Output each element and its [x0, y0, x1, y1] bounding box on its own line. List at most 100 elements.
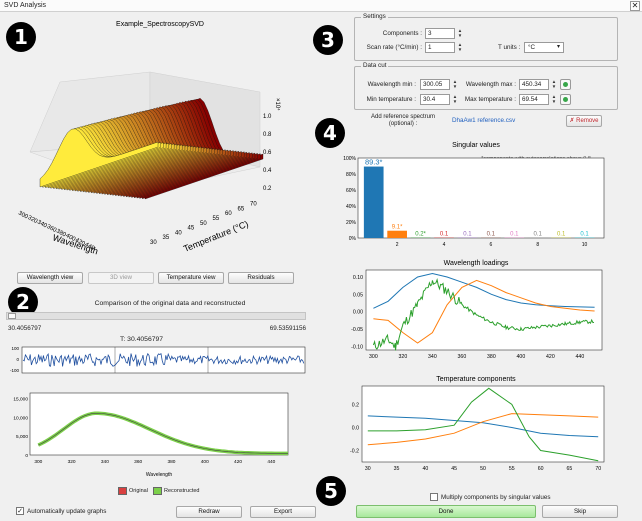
- components-label: Components :: [382, 30, 422, 37]
- components-spinner[interactable]: ▲ ▼: [457, 28, 463, 38]
- wl-max-input[interactable]: 450.34: [519, 79, 549, 90]
- singular-values-chart: Singular values *components with autocor…: [343, 142, 605, 248]
- comparison-ytick: 10,000: [13, 415, 28, 421]
- wavelength-view-button[interactable]: Wavelength view: [17, 272, 83, 284]
- t-min-spinner[interactable]: ▲ ▼: [452, 94, 458, 104]
- z-tick: 1.0: [263, 114, 272, 120]
- auto-update-label: Automatically update graphs: [27, 508, 107, 515]
- wl-max-label: Wavelength max :: [465, 81, 516, 88]
- sv-bar-label: 0.1: [557, 232, 566, 238]
- sv-ytick: 20%: [346, 220, 357, 226]
- temperature-tick: 60: [225, 211, 232, 217]
- scan-rate-spinner[interactable]: ▲ ▼: [457, 42, 463, 52]
- xtick: 420: [546, 354, 555, 360]
- export-button[interactable]: Export: [250, 506, 316, 518]
- legend-original-swatch: [118, 487, 127, 495]
- wl-title: Wavelength loadings: [444, 260, 509, 267]
- settings-title: Settings: [361, 13, 388, 20]
- t-reset-icon[interactable]: [560, 94, 571, 105]
- wavelength-tick: 320: [27, 215, 39, 225]
- wavelength-tick: 440: [84, 242, 96, 252]
- comparison-title: Comparison of the original data and reco…: [94, 300, 246, 307]
- comparison-xtick: 360: [134, 459, 142, 465]
- remove-button[interactable]: ✗ Remove: [566, 115, 602, 127]
- sv-title: Singular values: [452, 142, 500, 149]
- close-icon[interactable]: ✕: [630, 1, 640, 11]
- xtick: 380: [487, 354, 496, 360]
- 3d-view-button[interactable]: 3D view: [88, 272, 154, 284]
- z-tick: 0.8: [263, 132, 272, 138]
- comparison-xtick: 320: [68, 459, 76, 465]
- wavelength-tick: 360: [46, 224, 58, 234]
- residual-plot: 100 0 -100: [10, 346, 306, 374]
- z-tick: 0.2: [263, 186, 272, 192]
- components-input[interactable]: 3: [425, 28, 455, 39]
- residuals-button[interactable]: Residuals: [228, 272, 294, 284]
- t-min-input[interactable]: 30.4: [420, 94, 450, 105]
- data-cut-title: Data cut: [361, 62, 389, 69]
- data-cut-group: Data cut: [354, 62, 618, 110]
- comparison-plot: 15,000 10,000 5,000 0 300 320 340 360 380 400 420…: [13, 392, 289, 478]
- sv-bar-label: 0.1: [580, 232, 589, 238]
- series-line: [367, 413, 599, 446]
- wl-min-input[interactable]: 300.05: [420, 79, 450, 90]
- t-units-select[interactable]: °C: [524, 42, 564, 53]
- wl-min-spinner[interactable]: ▲ ▼: [452, 79, 458, 89]
- window-titlebar: SVD Analysis ✕: [0, 0, 642, 12]
- t-max-spinner[interactable]: ▲ ▼: [551, 94, 557, 104]
- xtick: 50: [480, 466, 486, 472]
- t-units-label: T units :: [498, 44, 521, 51]
- remove-label: Remove: [576, 118, 599, 124]
- multiply-checkbox[interactable]: [430, 493, 438, 501]
- sv-ytick: 0%: [349, 236, 357, 242]
- temperature-slider[interactable]: [6, 312, 306, 320]
- redraw-button[interactable]: Redraw: [176, 506, 242, 518]
- skip-button[interactable]: Skip: [542, 505, 618, 518]
- t-max-input[interactable]: 69.54: [519, 94, 549, 105]
- t-min-label: Min temperature :: [366, 96, 416, 103]
- auto-update-checkbox[interactable]: ✓: [16, 507, 24, 515]
- surface-title: Example_SpectroscopySVD: [116, 21, 204, 28]
- residual-tick: 0: [16, 357, 19, 362]
- reference-file-link[interactable]: DhaAw1 reference.csv: [452, 117, 516, 124]
- sv-xtick: 6: [489, 242, 492, 248]
- sv-bar-label: 0.1: [534, 232, 543, 238]
- comparison-xtick: 440: [267, 459, 275, 465]
- xtick: 30: [365, 466, 371, 472]
- legend-original-label: Original: [129, 488, 148, 494]
- sv-ytick: 60%: [346, 188, 357, 194]
- temperature-tick: 45: [188, 226, 195, 232]
- surface-plot[interactable]: Example_SpectroscopySVD 3003203403603804…: [0, 12, 310, 272]
- tc-title: Temperature components: [436, 376, 516, 383]
- sv-ytick: 100%: [343, 156, 356, 162]
- temperature-tick: 35: [163, 235, 170, 241]
- settings-group: Settings: [354, 13, 618, 61]
- check-icon: ✓: [17, 508, 23, 515]
- comparison-xtick: 400: [201, 459, 209, 465]
- done-button[interactable]: Done: [356, 505, 536, 518]
- wavelength-tick: 420: [74, 237, 86, 247]
- ytick: -0.10: [351, 345, 363, 351]
- comparison-ytick: 5,000: [16, 434, 28, 440]
- window-title: SVD Analysis: [4, 2, 47, 9]
- slider-max-value: 69.53591156: [269, 325, 306, 332]
- surface-ylabel: Temperature (°C): [182, 219, 250, 254]
- slider-handle[interactable]: [8, 313, 16, 319]
- temperature-tick: 30: [150, 240, 157, 246]
- wl-reset-icon[interactable]: [560, 79, 571, 90]
- ytick: 0.0: [352, 425, 359, 431]
- comparison-ytick: 15,000: [13, 397, 28, 403]
- slider-min-value: 30.4056797: [8, 325, 42, 332]
- sv-xtick: 10: [582, 242, 588, 248]
- temperature-view-button[interactable]: Temperature view: [158, 272, 224, 284]
- sv-ytick: 40%: [346, 204, 357, 210]
- wl-max-spinner[interactable]: ▲ ▼: [551, 79, 557, 89]
- series-line: [367, 415, 599, 438]
- reference-label: Add reference spectrum: [370, 114, 436, 120]
- xtick: 40: [422, 466, 428, 472]
- comparison-xtick: 420: [234, 459, 242, 465]
- xtick: 360: [458, 354, 467, 360]
- wavelength-loadings-chart: Wavelength loadings 300 320 340 360 380 400 42…: [351, 260, 603, 360]
- scan-rate-input[interactable]: 1: [425, 42, 455, 53]
- sv-bar-label: 0.1: [440, 232, 449, 238]
